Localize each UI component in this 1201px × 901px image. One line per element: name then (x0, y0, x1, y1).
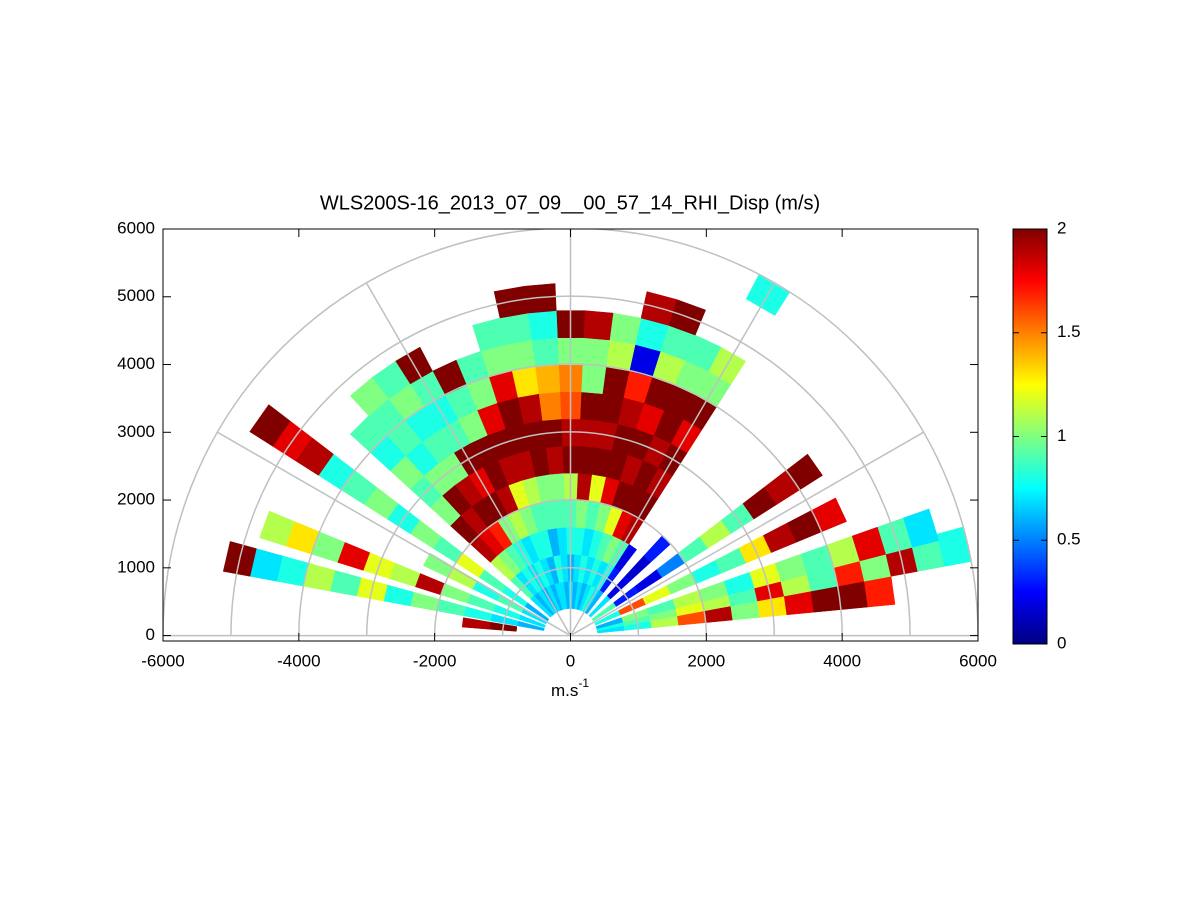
gate-cell (582, 337, 610, 368)
x-tick-label: -4000 (277, 651, 320, 670)
gate-cell (527, 310, 558, 341)
colorbar-tick-label: 1 (1057, 426, 1066, 445)
polar-grid (163, 229, 978, 637)
chart-title: WLS200S-16_2013_07_09__00_57_14_RHI_Disp… (320, 192, 820, 214)
gate-cell (580, 364, 607, 394)
gate-cell (583, 310, 614, 341)
y-tick-label: 5000 (117, 286, 155, 305)
x-axis-label: m.s-1 (551, 676, 589, 700)
x-label-sup: -1 (578, 676, 589, 690)
spoke (366, 283, 572, 636)
gate-cell (531, 337, 559, 368)
spoke (569, 283, 775, 636)
gate-cell (259, 510, 295, 547)
x-label-base: m.s (551, 681, 578, 700)
gate-cell (249, 404, 291, 447)
y-tick-label: 2000 (117, 490, 155, 509)
gate-cell (864, 576, 896, 608)
y-tick-label: 4000 (117, 354, 155, 373)
gate-cell (579, 391, 603, 421)
gate-cell (349, 377, 389, 417)
x-tick-label: 6000 (959, 651, 997, 670)
colorbar-tick-label: 1.5 (1057, 322, 1081, 341)
x-tick-label: -6000 (141, 651, 184, 670)
y-tick-label: 3000 (117, 422, 155, 441)
x-tick-label: 2000 (687, 651, 725, 670)
colorbar-tick-label: 2 (1057, 218, 1066, 237)
range-ring (163, 229, 978, 636)
y-tick-label: 6000 (117, 218, 155, 237)
gate-cell (903, 508, 940, 548)
gate-cell (534, 364, 561, 394)
spoke (217, 431, 571, 637)
x-tick-label: -2000 (413, 651, 456, 670)
colorbar-tick-label: 0.5 (1057, 530, 1081, 549)
x-tick-label: 0 (566, 651, 575, 670)
gate-cell (538, 391, 562, 421)
gate-cell (609, 312, 642, 345)
y-tick-label: 1000 (117, 557, 155, 576)
y-tick-label: 0 (146, 625, 155, 644)
gate-cell (472, 317, 507, 352)
spoke (570, 431, 924, 637)
colorbar-tick-label: 0 (1057, 633, 1066, 652)
x-tick-label: 4000 (823, 651, 861, 670)
gate-cell (461, 617, 491, 630)
gate-cell (493, 285, 529, 319)
